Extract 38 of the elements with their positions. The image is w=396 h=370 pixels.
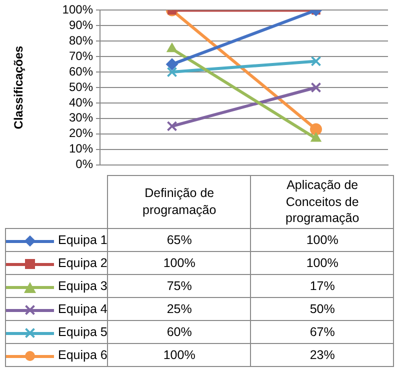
point [166, 66, 178, 78]
legend-label: Equipa 3 [6, 274, 108, 298]
legend-label: Equipa 2 [6, 252, 108, 274]
data-label: 25% [108, 298, 251, 320]
y-tick-label: 40% [68, 95, 94, 110]
x-tick-label: Aplicação de Conceitos de programação [250, 176, 394, 228]
data-label: 100% [250, 228, 394, 252]
point [166, 120, 178, 132]
data-label: 17% [250, 274, 394, 298]
data-label: 100% [108, 344, 251, 366]
point [166, 58, 178, 70]
y-tick-label: 90% [68, 18, 94, 32]
y-tick-label: 100% [62, 2, 94, 17]
y-tick-label: 0% [76, 157, 94, 172]
data-label: 100% [108, 252, 251, 274]
data-label: 67% [250, 320, 394, 344]
point [310, 82, 322, 93]
y-axis-title: Classificações [12, 45, 26, 130]
y-tick-label: 60% [68, 64, 94, 78]
y-tick-label: 80% [68, 33, 94, 48]
legend-label: Equipa 6 [6, 344, 108, 366]
legend-label: Equipa 4 [6, 298, 108, 320]
data-label: 65% [108, 228, 251, 252]
legend-label: Equipa 1 [6, 228, 108, 252]
y-tick-label: 30% [68, 110, 94, 125]
y-tick-label: 10% [68, 142, 94, 156]
point [310, 56, 322, 66]
point [310, 123, 322, 136]
legend-label: Equipa 5 [6, 320, 108, 344]
x-tick-label: Definição de programação [108, 176, 251, 228]
data-label: 75% [108, 274, 251, 298]
y-tick-label: 70% [68, 48, 94, 63]
y-tick-label: 50% [68, 80, 94, 94]
data-label: 100% [250, 252, 394, 274]
data-label: 50% [250, 298, 394, 320]
y-tick-label: 20% [68, 126, 94, 140]
data-label: 60% [108, 320, 251, 344]
data-label: 23% [250, 344, 394, 366]
